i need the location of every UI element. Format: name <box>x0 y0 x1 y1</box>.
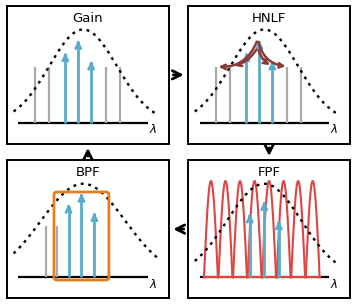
Text: FPF: FPF <box>258 166 281 179</box>
Text: $\lambda$: $\lambda$ <box>330 278 339 291</box>
Text: Gain: Gain <box>72 12 103 25</box>
Text: $\lambda$: $\lambda$ <box>149 123 157 136</box>
Text: BPF: BPF <box>76 166 100 179</box>
Text: $\lambda$: $\lambda$ <box>149 278 157 291</box>
Text: HNLF: HNLF <box>252 12 286 25</box>
Text: $\lambda$: $\lambda$ <box>330 123 339 136</box>
